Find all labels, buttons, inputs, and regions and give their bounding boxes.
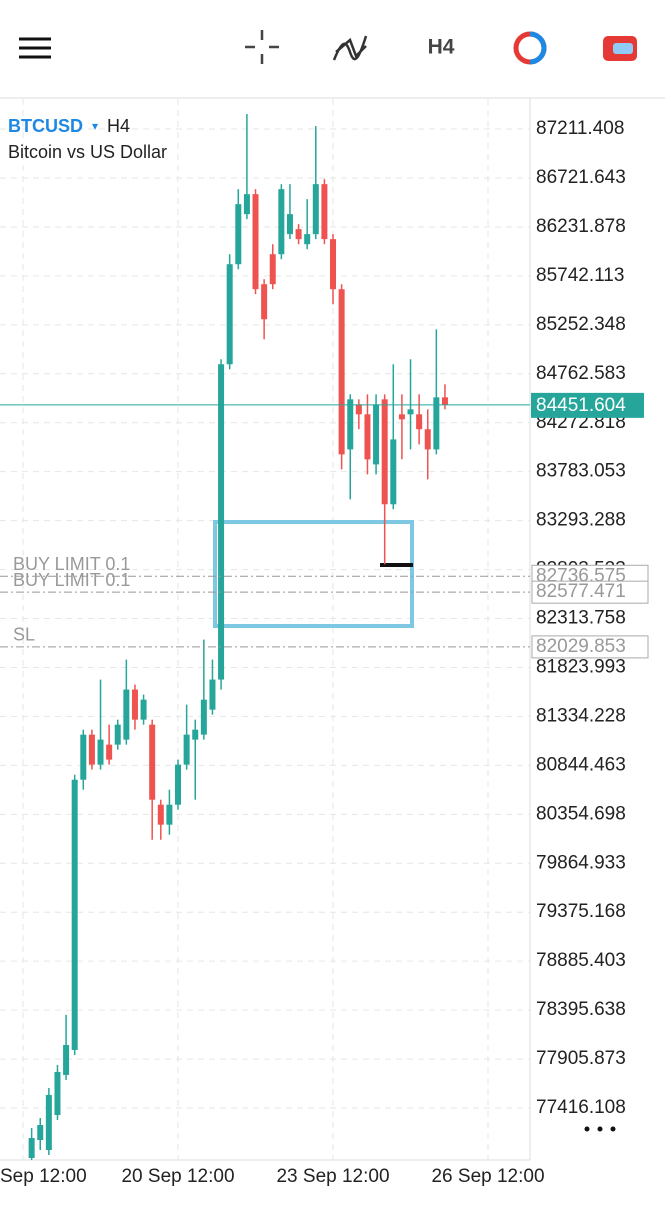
order-label: BUY LIMIT 0.1 — [13, 554, 130, 574]
x-tick-label: 20 Sep 12:00 — [121, 1166, 234, 1187]
candle-body — [200, 699, 207, 735]
candle-body — [252, 194, 259, 290]
candle-body — [71, 779, 78, 1050]
symbol[interactable]: BTCUSD — [8, 116, 83, 136]
current-price-box — [531, 392, 644, 418]
candle-body — [114, 724, 121, 745]
order-price-box — [531, 635, 649, 659]
y-tick-label: 86231.878 — [536, 216, 626, 237]
more-button[interactable] — [584, 1126, 616, 1132]
symbol-description: Bitcoin vs US Dollar — [8, 142, 167, 162]
order-label: SL — [13, 625, 35, 645]
candle-body — [106, 744, 113, 760]
y-tick-label: 80844.463 — [536, 754, 626, 775]
y-tick-label: 79375.168 — [536, 901, 626, 922]
candle-body — [261, 284, 268, 320]
y-tick-label: 85742.113 — [536, 265, 624, 286]
y-tick-label: 86721.643 — [536, 167, 626, 188]
candle-body — [269, 254, 276, 285]
indicators-icon[interactable] — [332, 35, 368, 61]
candle-body — [37, 1125, 44, 1141]
candle-body — [390, 439, 397, 505]
menu-icon[interactable] — [19, 37, 51, 59]
candle-body — [278, 189, 285, 255]
x-tick-label: 26 Sep 12:00 — [431, 1166, 544, 1187]
candle-body — [183, 734, 190, 765]
trade-icon[interactable] — [513, 31, 547, 65]
candle-body — [226, 264, 233, 365]
candle-body — [433, 397, 440, 450]
y-tick-label: 81823.993 — [536, 656, 626, 677]
y-tick-label: 77905.873 — [536, 1048, 626, 1069]
order-price: 82029.853 — [536, 636, 626, 657]
candle-body — [312, 184, 319, 235]
candle-body — [149, 724, 156, 800]
candle-body — [131, 689, 138, 720]
y-tick-label: 78885.403 — [536, 950, 626, 971]
y-tick-label: 80354.698 — [536, 803, 626, 824]
y-tick-label: 81334.228 — [536, 705, 626, 726]
y-tick-label: 84762.583 — [536, 363, 626, 384]
current-price-label: 84451.604 — [536, 395, 626, 416]
drawn-rectangle — [213, 520, 414, 628]
candle-body — [235, 204, 242, 265]
candle-body — [192, 729, 199, 740]
account-icon[interactable] — [603, 36, 637, 61]
candle-body — [209, 679, 216, 710]
candle-body — [364, 414, 371, 460]
y-tick-label: 79864.933 — [536, 852, 626, 873]
candle-body — [355, 404, 362, 415]
chart-timeframe: H4 — [107, 116, 130, 136]
candle-body — [28, 1138, 35, 1159]
candle-body — [304, 234, 311, 245]
timeframe-button[interactable]: H4 — [428, 36, 455, 59]
candle-body — [398, 414, 405, 420]
y-tick-label: 85252.348 — [536, 314, 626, 335]
x-tick-label: 23 Sep 12:00 — [276, 1166, 389, 1187]
y-tick-label: 83783.053 — [536, 461, 626, 482]
order-price: 82577.471 — [536, 581, 626, 602]
crosshair-icon[interactable] — [245, 30, 279, 64]
candle-body — [157, 804, 164, 825]
candle-body — [338, 289, 345, 455]
candle-body — [97, 739, 104, 765]
candle-body — [373, 404, 380, 465]
candle-body — [381, 399, 388, 505]
candle-body — [347, 399, 354, 450]
y-tick-label: 78395.638 — [536, 999, 626, 1020]
candle-body — [243, 194, 250, 215]
candle-body — [54, 1071, 61, 1116]
candle-body — [424, 429, 431, 450]
candle-body — [416, 414, 423, 430]
candle-body — [330, 239, 337, 290]
candle-body — [407, 409, 414, 415]
candle-body — [321, 184, 328, 240]
order-label: BUY LIMIT 0.1 — [13, 570, 130, 590]
candle-body — [123, 689, 130, 740]
candle-body — [80, 734, 87, 780]
y-tick-label: 77416.108 — [536, 1097, 626, 1118]
x-tick-label: Sep 12:00 — [0, 1166, 87, 1187]
candle-body — [45, 1094, 52, 1151]
candle-body — [286, 214, 293, 235]
candle-body — [441, 397, 448, 405]
y-tick-label: 83293.288 — [536, 510, 626, 531]
symbol-dropdown[interactable]: ▾ — [92, 119, 98, 133]
candle-body — [88, 734, 95, 765]
candle-body — [63, 1044, 70, 1075]
candle-body — [218, 364, 225, 680]
candle-body — [166, 804, 173, 825]
candle-body — [140, 699, 147, 720]
order-price-box — [531, 580, 649, 604]
y-tick-label: 87211.408 — [536, 118, 624, 139]
candle-body — [295, 229, 302, 240]
candle-body — [175, 764, 182, 805]
y-tick-label: 82313.758 — [536, 608, 626, 629]
